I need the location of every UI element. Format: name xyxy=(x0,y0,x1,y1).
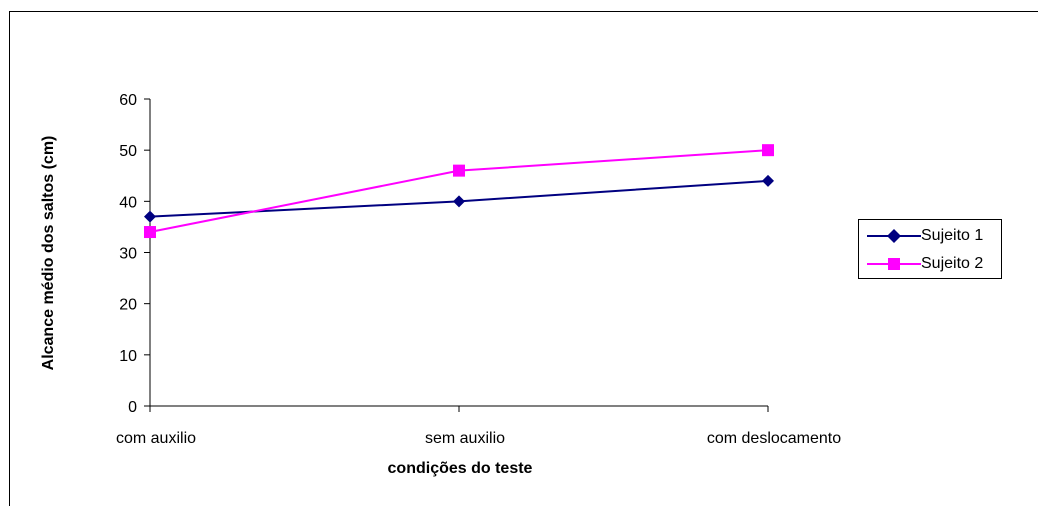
y-tick-label-40: 40 xyxy=(119,194,137,211)
point-s2-1 xyxy=(453,164,465,177)
legend-item-sujeito-2: Sujeito 2 xyxy=(859,252,1001,276)
point-s1-2 xyxy=(762,174,774,187)
y-tick-label-20: 20 xyxy=(119,297,137,314)
axes: 0 10 20 30 40 50 60 com auxilio sem auxilio com d… xyxy=(116,92,841,447)
series-line-2 xyxy=(149,149,769,234)
point-s2-0 xyxy=(144,226,156,239)
point-s1-1 xyxy=(453,195,465,208)
y-tick-label-60: 60 xyxy=(119,92,137,109)
legend-label-sujeito-1: Sujeito 1 xyxy=(921,227,984,244)
legend: Sujeito 1 Sujeito 2 xyxy=(858,219,1002,279)
y-tick-label-50: 50 xyxy=(119,143,137,160)
y-tick-label-30: 30 xyxy=(119,246,137,263)
x-tick-label-0: com auxilio xyxy=(116,430,196,447)
point-s1-0 xyxy=(144,210,156,223)
plot-markers xyxy=(144,144,774,239)
x-axis-title: condições do teste xyxy=(388,460,533,477)
y-tick-label-10: 10 xyxy=(119,348,137,365)
x-tick-label-1: sem auxilio xyxy=(425,430,505,447)
legend-swatch-sujeito-1 xyxy=(867,229,921,243)
plot-series xyxy=(149,149,769,234)
x-tick-label-2: com deslocamento xyxy=(707,430,841,447)
point-s2-2 xyxy=(762,144,774,157)
y-tick-label-0: 0 xyxy=(128,399,137,416)
chart-area xyxy=(9,11,1038,506)
legend-label-sujeito-2: Sujeito 2 xyxy=(921,255,984,272)
legend-item-sujeito-1: Sujeito 1 xyxy=(859,224,1001,248)
legend-swatch-sujeito-2 xyxy=(867,258,921,270)
y-axis-title: Alcance médio dos saltos (cm) xyxy=(40,136,57,371)
